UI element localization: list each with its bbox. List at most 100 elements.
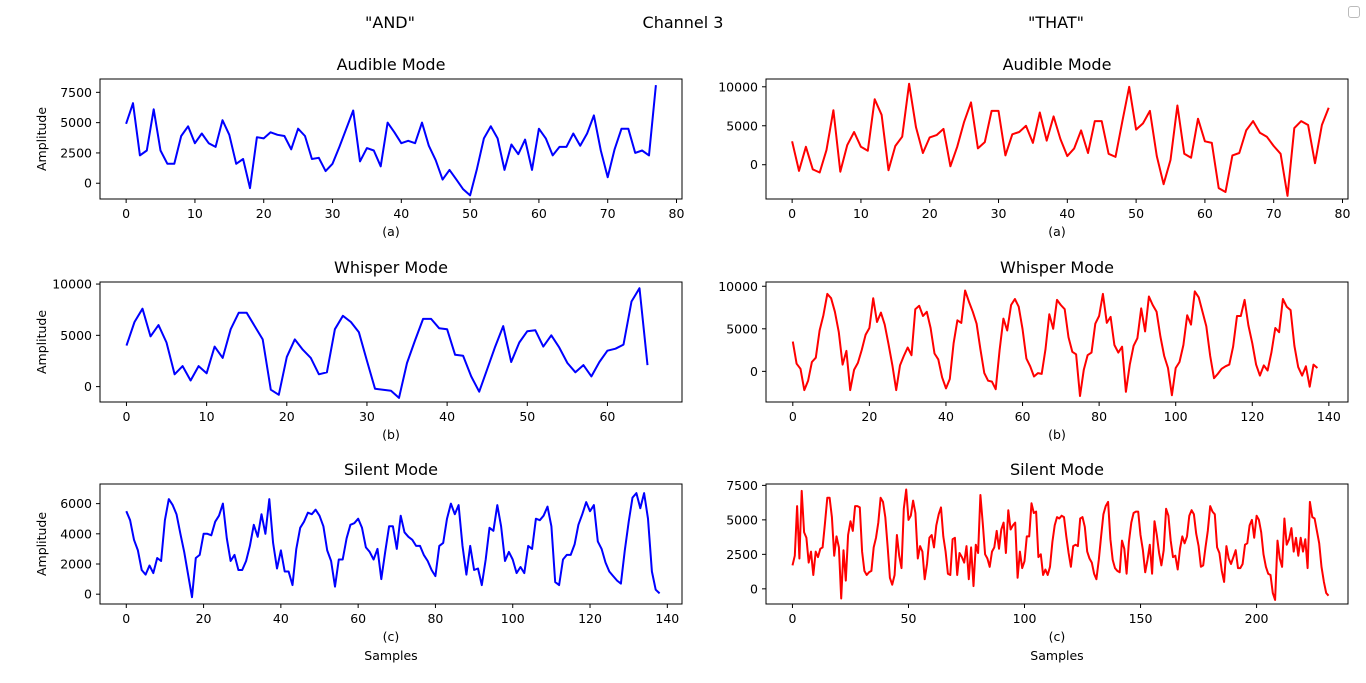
x-tick-label: 30 xyxy=(991,206,1007,221)
y-tick-label: 0 xyxy=(84,379,92,394)
y-tick-label: 5000 xyxy=(726,321,758,336)
chart-that-whisper: Whisper Mode 0 20 40 60 80 100 120 140 0 5000 10000… xyxy=(718,258,1349,442)
chart-and-audible: Audible Mode 0 10 20 30 40 50 60 70 80 0 2500 5000 75… xyxy=(34,55,684,239)
axes-frame xyxy=(99,281,683,403)
axes-frame xyxy=(765,483,1349,605)
x-tick-label: 80 xyxy=(1335,206,1351,221)
chart-title: Whisper Mode xyxy=(334,258,448,277)
y-tick-label: 4000 xyxy=(60,526,92,541)
x-tick-label: 0 xyxy=(122,409,130,424)
x-tick-label: 70 xyxy=(600,206,616,221)
x-axis-label: (c) xyxy=(1049,629,1066,644)
axes-frame xyxy=(99,78,683,200)
x-tick-label: 60 xyxy=(599,409,615,424)
x-tick-label: 50 xyxy=(901,611,917,626)
x-axis-label: (a) xyxy=(1048,224,1065,239)
y-tick-label: 0 xyxy=(750,364,758,379)
chart-title: Audible Mode xyxy=(1003,55,1112,74)
x-tick-label: 140 xyxy=(655,611,679,626)
series-line xyxy=(125,85,657,197)
x-tick-label: 60 xyxy=(1015,409,1031,424)
chart-that-silent: Silent Mode 0 50 100 150 200 0 2500 5000 7500 (c) S… xyxy=(726,460,1349,663)
y-axis-label: Amplitude xyxy=(34,310,49,374)
chart-title: Audible Mode xyxy=(337,55,446,74)
y-tick-label: 2000 xyxy=(60,557,92,572)
chart-title: Silent Mode xyxy=(1010,460,1104,479)
x-tick-label: 40 xyxy=(1059,206,1075,221)
x-tick-label: 30 xyxy=(325,206,341,221)
x-tick-label: 20 xyxy=(256,206,272,221)
series-line xyxy=(791,82,1330,197)
y-tick-label: 10000 xyxy=(718,79,758,94)
series-line xyxy=(791,289,1319,397)
x-tick-label: 20 xyxy=(196,611,212,626)
x-tick-label: 50 xyxy=(519,409,535,424)
y-tick-label: 2500 xyxy=(726,547,758,562)
right-column-header: "THAT" xyxy=(1028,13,1084,32)
chart-and-silent: Silent Mode 0 20 40 60 80 100 120 140 0 2000 4000 60… xyxy=(34,460,683,663)
y-tick-label: 0 xyxy=(84,176,92,191)
x-tick-label: 30 xyxy=(359,409,375,424)
series-line xyxy=(125,287,649,399)
y-tick-label: 5000 xyxy=(60,328,92,343)
axes-frame xyxy=(765,281,1349,403)
x-axis-samples-label: Samples xyxy=(364,648,417,663)
x-tick-label: 0 xyxy=(788,206,796,221)
chart-title: Silent Mode xyxy=(344,460,438,479)
x-tick-label: 60 xyxy=(350,611,366,626)
axes-frame xyxy=(99,483,683,605)
x-tick-label: 60 xyxy=(1197,206,1213,221)
y-tick-label: 5000 xyxy=(726,512,758,527)
series-line xyxy=(791,488,1330,601)
x-tick-label: 40 xyxy=(439,409,455,424)
x-tick-label: 10 xyxy=(187,206,203,221)
x-tick-label: 10 xyxy=(853,206,869,221)
y-axis-label: Amplitude xyxy=(34,107,49,171)
y-tick-label: 0 xyxy=(750,581,758,596)
x-tick-label: 0 xyxy=(122,611,130,626)
x-tick-label: 40 xyxy=(938,409,954,424)
y-tick-label: 10000 xyxy=(52,277,92,292)
y-tick-label: 7500 xyxy=(60,85,92,100)
y-tick-label: 5000 xyxy=(60,115,92,130)
x-tick-label: 20 xyxy=(861,409,877,424)
chart-title: Whisper Mode xyxy=(1000,258,1114,277)
axes-frame xyxy=(765,78,1349,200)
figure-suptitle: Channel 3 xyxy=(643,13,724,32)
x-tick-label: 0 xyxy=(788,611,796,626)
x-tick-label: 50 xyxy=(462,206,478,221)
x-tick-label: 100 xyxy=(1013,611,1037,626)
x-tick-label: 150 xyxy=(1129,611,1153,626)
x-tick-label: 120 xyxy=(578,611,602,626)
x-tick-label: 50 xyxy=(1128,206,1144,221)
x-axis-samples-label: Samples xyxy=(1030,648,1083,663)
y-tick-label: 6000 xyxy=(60,496,92,511)
x-axis-label: (a) xyxy=(382,224,399,239)
x-tick-label: 70 xyxy=(1266,206,1282,221)
y-tick-label: 5000 xyxy=(726,118,758,133)
legend-toggle-icon[interactable] xyxy=(1348,6,1360,18)
left-column-header: "AND" xyxy=(365,13,415,32)
x-tick-label: 80 xyxy=(1091,409,1107,424)
x-tick-label: 20 xyxy=(922,206,938,221)
y-tick-label: 0 xyxy=(750,157,758,172)
chart-and-whisper: Whisper Mode 0 10 20 30 40 50 60 0 5000 10000 (b) Am… xyxy=(34,258,683,442)
x-tick-label: 200 xyxy=(1245,611,1269,626)
y-tick-label: 10000 xyxy=(718,279,758,294)
x-tick-label: 0 xyxy=(122,206,130,221)
series-line xyxy=(125,492,661,599)
x-tick-label: 120 xyxy=(1240,409,1264,424)
y-tick-label: 0 xyxy=(84,587,92,602)
x-tick-label: 40 xyxy=(273,611,289,626)
x-tick-label: 40 xyxy=(393,206,409,221)
x-tick-label: 100 xyxy=(1164,409,1188,424)
x-tick-label: 0 xyxy=(789,409,797,424)
x-tick-label: 80 xyxy=(669,206,685,221)
x-tick-label: 20 xyxy=(279,409,295,424)
y-axis-label: Amplitude xyxy=(34,512,49,576)
y-tick-label: 7500 xyxy=(726,478,758,493)
x-axis-label: (b) xyxy=(1048,427,1066,442)
x-axis-label: (c) xyxy=(383,629,400,644)
